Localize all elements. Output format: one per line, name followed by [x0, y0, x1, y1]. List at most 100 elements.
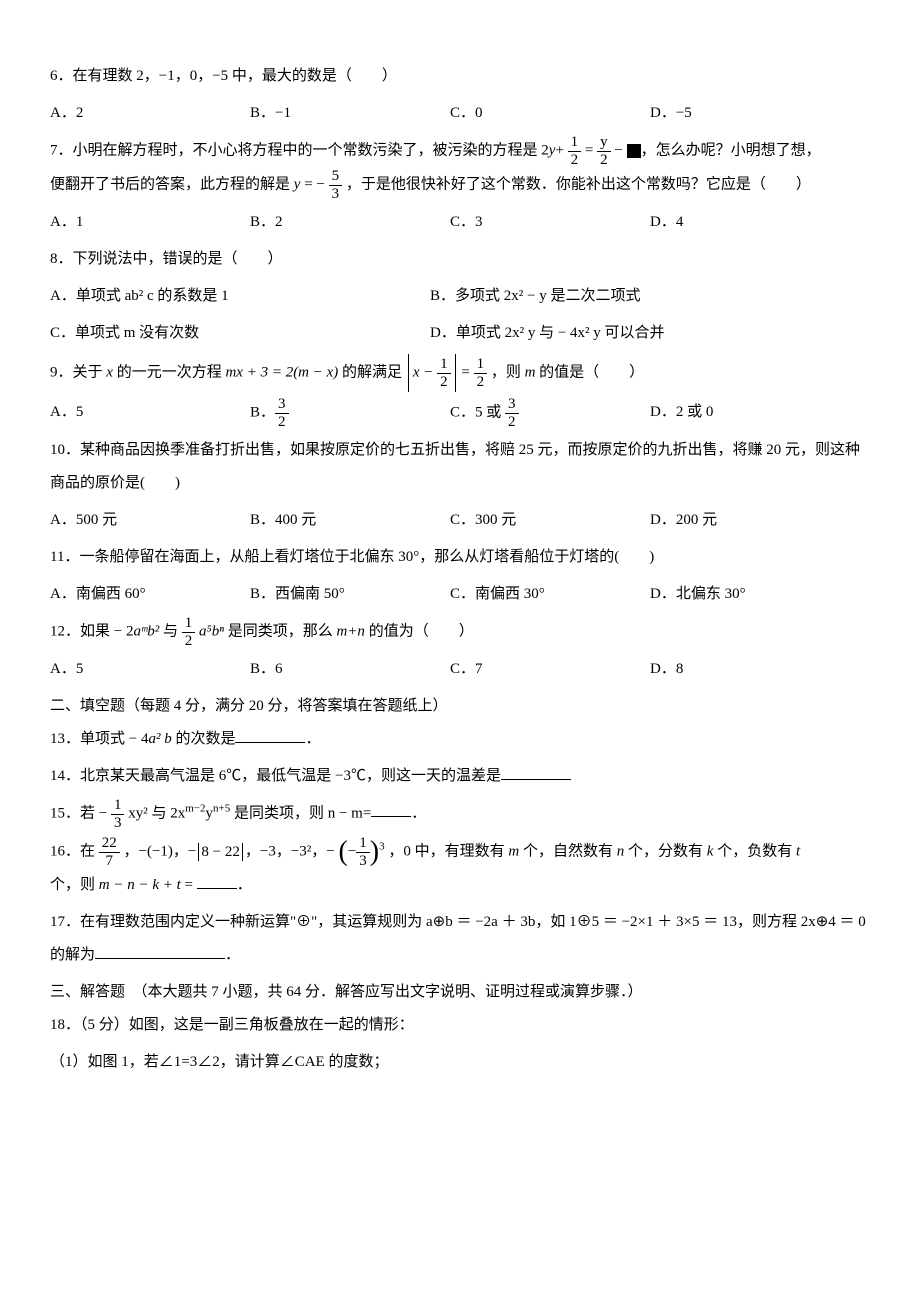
frac-num: 1: [356, 835, 370, 853]
q16-m: m: [508, 843, 519, 859]
q9-text-a: 9．关于: [50, 364, 106, 380]
frac-num: 3: [275, 396, 289, 414]
q9-stem: 9．关于 x 的一元一次方程 mx + 3 = 2(m − x) 的解满足 x …: [50, 354, 870, 392]
q9-options: A．5 B．32 C．5 或 32 D．2 或 0: [50, 396, 870, 430]
q16-text-a: 16．在: [50, 843, 99, 859]
lparen-icon: (: [339, 836, 348, 867]
q15-sup1: m−2: [185, 802, 205, 814]
q14-text-a: 14．北京某天最高气温是 6℃，最低气温是 −3℃，则这一天的温差是: [50, 768, 501, 784]
q16-frac22: 227: [99, 835, 120, 869]
q8-opt-b: B．多项式 2x² − y 是二次二项式: [430, 280, 810, 313]
q9-text-b: 的一元一次方程: [113, 364, 226, 380]
q6-stem: 6．在有理数 2，−1，0，−5 中，最大的数是（ ）: [50, 60, 870, 93]
q16-text-e: 个，自然数有: [519, 843, 617, 859]
frac-den: 7: [99, 853, 120, 870]
q9-text-e: 的值是（ ）: [535, 364, 644, 380]
q10-opt-c: C．300 元: [450, 504, 650, 537]
q6-options: A．2 B．−1 C．0 D．−5: [50, 97, 870, 130]
frac-den: 2: [474, 374, 488, 391]
frac-den: 3: [356, 853, 370, 870]
q9-opt-b: B．32: [250, 396, 450, 430]
q11-opt-b: B．西偏南 50°: [250, 578, 450, 611]
q12-opt-a: A．5: [50, 653, 250, 686]
q15-text-d: 是同类项，则 n − m=: [230, 805, 371, 821]
q16-text-g: 个，负数有: [713, 843, 796, 859]
blank: [235, 727, 305, 743]
q8-stem: 8．下列说法中，错误的是（ ）: [50, 243, 870, 276]
q7-frac2: y2: [597, 134, 611, 168]
frac-num: 1: [437, 356, 451, 374]
rparen-icon: ): [370, 836, 379, 867]
frac-num: y: [597, 134, 611, 152]
q13-text-b: 的次数是: [172, 731, 236, 747]
q9-opt-c: C．5 或 32: [450, 396, 650, 430]
q12-text-b: 与: [159, 623, 182, 639]
opt-label: C．5 或: [450, 404, 505, 420]
blank: [371, 801, 411, 817]
q12-stem: 12．如果 − 2aᵐb² 与 12 a⁵bⁿ 是同类项，那么 m+n 的值为（…: [50, 615, 870, 649]
q9-abs: x − 12: [408, 354, 456, 392]
q12-opt-b: B．6: [250, 653, 450, 686]
q16-text-d: ，0 中，有理数有: [388, 843, 508, 859]
q11-opt-c: C．南偏西 30°: [450, 578, 650, 611]
q7-opt-c: C．3: [450, 206, 650, 239]
q7-opt-b: B．2: [250, 206, 450, 239]
q12-text-a: 12．如果 − 2: [50, 623, 133, 639]
q10-options: A．500 元 B．400 元 C．300 元 D．200 元: [50, 504, 870, 537]
q16-cube: 3: [379, 840, 385, 852]
frac-den: 2: [437, 374, 451, 391]
q16-text-i: =: [181, 877, 197, 893]
q7-options: A．1 B．2 C．3 D．4: [50, 206, 870, 239]
q12-term2: a⁵bⁿ: [199, 623, 224, 639]
q15-frac: 13: [111, 797, 125, 831]
q10-opt-b: B．400 元: [250, 504, 450, 537]
q6-opt-c: C．0: [450, 97, 650, 130]
frac-den: 2: [597, 152, 611, 169]
q6-opt-a: A．2: [50, 97, 250, 130]
q12-opt-c: C．7: [450, 653, 650, 686]
q13-stem: 13．单项式 − 4a² b 的次数是．: [50, 723, 870, 756]
q17-stem: 17．在有理数范围内定义一种新运算"⊕"，其运算规则为 a⊕b ＝ −2a ＋ …: [50, 906, 870, 972]
q11-options: A．南偏西 60° B．西偏南 50° C．南偏西 30° D．北偏东 30°: [50, 578, 870, 611]
q16-t: t: [796, 843, 800, 859]
q9-eq: mx + 3 = 2(m − x): [225, 364, 338, 380]
q15-text-a: 15．若 −: [50, 805, 111, 821]
frac-num: 1: [111, 797, 125, 815]
frac-den: 2: [275, 414, 289, 431]
section-3-header: 三、解答题 （本大题共 7 小题，共 64 分．解答应写出文字说明、证明过程或演…: [50, 976, 870, 1009]
q7-opt-d: D．4: [650, 206, 850, 239]
q18-stem-a: 18．（5 分）如图，这是一副三角板叠放在一起的情形：: [50, 1009, 870, 1042]
q13-term: a² b: [148, 731, 171, 747]
q8-options-row2: C．单项式 m 没有次数 D．单项式 2x² y 与 − 4x² y 可以合并: [50, 317, 870, 350]
q7-text-a: 7．小明在解方程时，不小心将方程中的一个常数污染了，被污染的方程是 2: [50, 142, 549, 158]
q15-text-b: xy² 与 2x: [128, 805, 185, 821]
q8-opt-a: A．单项式 ab² c 的系数是 1: [50, 280, 430, 313]
q7-text-d: −: [614, 142, 626, 158]
q15-text-c: y: [205, 805, 213, 821]
q16-text-h: 个，则: [50, 877, 99, 893]
frac-den: 3: [111, 815, 125, 832]
q8-opt-c: C．单项式 m 没有次数: [50, 317, 430, 350]
q7-frac3: 53: [329, 168, 343, 202]
q9-text-c: 的解满足: [338, 364, 406, 380]
q8-options-row1: A．单项式 ab² c 的系数是 1 B．多项式 2x² − y 是二次二项式: [50, 280, 870, 313]
q11-opt-d: D．北偏东 30°: [650, 578, 850, 611]
q11-opt-a: A．南偏西 60°: [50, 578, 250, 611]
blank: [95, 943, 225, 959]
q7-opt-a: A．1: [50, 206, 250, 239]
q16-text-c: ，−3，−3²，−: [245, 843, 335, 859]
q10-opt-d: D．200 元: [650, 504, 850, 537]
q12-opt-d: D．8: [650, 653, 850, 686]
frac-num: 1: [474, 356, 488, 374]
q7-text-h: ，于是他很快补好了这个常数．你能补出这个常数吗？它应是（ ）: [346, 176, 811, 192]
q16-stem: 16．在 227 ，−(−1)，−8 − 22，−3，−3²，− (−13)3 …: [50, 835, 870, 902]
frac-num: 1: [568, 134, 582, 152]
q7-text-c: =: [585, 142, 597, 158]
q10-stem: 10．某种商品因换季准备打折出售，如果按原定价的七五折出售，将赔 25 元，而按…: [50, 434, 870, 500]
q9-m: m: [525, 364, 536, 380]
q17-text-b: ．: [225, 947, 240, 963]
frac-num: 22: [99, 835, 120, 853]
q12-term1: aᵐb²: [133, 623, 159, 639]
q9-eq-sign: =: [461, 364, 473, 380]
q9-opt-d: D．2 或 0: [650, 396, 850, 430]
